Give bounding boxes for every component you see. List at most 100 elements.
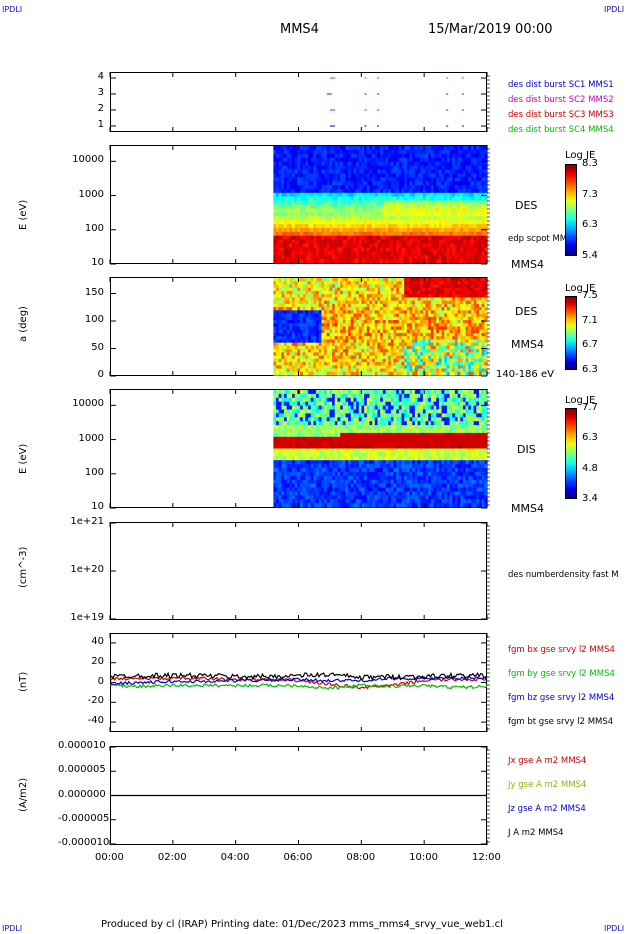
des-pitch-cell xyxy=(326,320,331,324)
dis-energy-cell xyxy=(278,393,282,399)
des-pitch-cell xyxy=(420,310,424,315)
des-pitch-cell xyxy=(449,326,453,331)
des-energy-cell xyxy=(470,165,475,170)
des-energy-cell xyxy=(468,177,472,182)
des-energy-cell xyxy=(294,181,298,186)
des-pitch-cell xyxy=(324,320,328,324)
des-energy-cell xyxy=(342,227,347,233)
des-pitch-cell xyxy=(286,329,290,334)
des-energy-cell xyxy=(374,185,379,190)
des-pitch-cell xyxy=(276,287,280,292)
des-pitch-cell xyxy=(366,297,371,302)
des-energy-cell xyxy=(476,227,480,233)
des-energy-cell xyxy=(358,247,363,252)
des-pitch-cell xyxy=(372,352,376,357)
des-pitch-cell xyxy=(364,323,368,328)
des-energy-cell xyxy=(417,173,421,178)
des-energy-cell xyxy=(388,181,392,186)
des-energy-cell xyxy=(313,212,317,217)
des-energy-cell xyxy=(433,227,437,233)
des-energy-cell xyxy=(372,185,376,190)
des-pitch-cell xyxy=(316,281,320,286)
des-pitch-cell xyxy=(353,307,357,311)
des-pitch-cell xyxy=(425,320,429,324)
des-energy-cell xyxy=(401,220,405,225)
des-pitch-cell xyxy=(366,313,371,318)
des-energy-cell xyxy=(276,146,280,151)
des-pitch-cell xyxy=(473,278,477,282)
des-energy-cell xyxy=(284,231,288,237)
des-pitch-cell xyxy=(326,358,331,363)
des-pitch-cell xyxy=(412,290,416,295)
des-energy-cell xyxy=(308,188,312,194)
des-pitch-cell xyxy=(273,339,277,344)
des-energy-cell xyxy=(390,204,395,209)
des-energy-cell xyxy=(292,212,296,217)
des-pitch-cell xyxy=(353,326,357,331)
des-pitch-cell xyxy=(481,307,485,311)
des-energy-cell xyxy=(374,188,379,194)
des-pitch-cell xyxy=(398,284,403,289)
des-energy-cell xyxy=(353,235,357,241)
des-energy-cell xyxy=(396,216,400,221)
des-pitch-cell xyxy=(340,352,344,357)
des-energy-cell xyxy=(409,255,413,260)
des-energy-cell xyxy=(460,259,464,264)
des-energy-cell xyxy=(294,227,298,233)
des-energy-cell xyxy=(377,220,381,225)
des-pitch-cell xyxy=(308,297,312,302)
des-energy-cell xyxy=(398,231,403,237)
des-pitch-cell xyxy=(358,362,363,366)
des-pitch-cell xyxy=(332,365,336,370)
des-energy-cell xyxy=(388,200,392,206)
des-pitch-cell xyxy=(286,320,290,324)
des-pitch-cell xyxy=(324,342,328,347)
des-pitch-cell xyxy=(409,320,413,324)
des-pitch-cell xyxy=(321,300,325,305)
des-energy-cell xyxy=(484,235,488,241)
des-pitch-cell xyxy=(396,345,400,350)
des-pitch-cell xyxy=(305,294,309,298)
des-pitch-cell xyxy=(406,339,411,344)
des-energy-cell xyxy=(409,177,413,182)
bfield-legend-entry: fgm bz gse srvy l2 MMS4 xyxy=(508,693,615,703)
des-pitch-cell xyxy=(396,294,400,298)
des-pitch-cell xyxy=(310,342,315,347)
des-energy-cell xyxy=(454,196,459,202)
des-pitch-cell xyxy=(380,300,384,305)
des-energy-cell xyxy=(310,185,315,190)
des-pitch-cell xyxy=(369,371,373,376)
des-pitch-cell xyxy=(276,313,280,318)
des-energy-cell xyxy=(452,153,456,159)
des-pitch-cell xyxy=(390,323,395,328)
des-energy-cell xyxy=(476,146,480,151)
des-pitch-cell xyxy=(297,281,301,286)
des-energy-cell xyxy=(438,173,443,178)
des-pitch-cell xyxy=(441,326,445,331)
des-pitch-cell xyxy=(276,278,280,282)
des-energy-cell xyxy=(300,157,304,163)
des-energy-cell xyxy=(481,188,485,194)
des-energy-cell xyxy=(430,227,435,233)
des-energy-cell xyxy=(454,165,459,170)
des-energy-cell xyxy=(284,188,288,194)
des-energy-cell xyxy=(308,153,312,159)
des-pitch-cell xyxy=(457,316,461,321)
des-pitch-cell xyxy=(404,362,408,366)
des-pitch-cell xyxy=(334,310,339,315)
des-energy-cell xyxy=(278,216,282,221)
des-pitch-cell xyxy=(460,371,464,376)
des-energy-cell xyxy=(334,220,339,225)
des-pitch-cell xyxy=(468,371,472,376)
des-energy-cell xyxy=(380,192,384,198)
des-energy-cell xyxy=(313,247,317,252)
des-pitch-cell xyxy=(289,345,293,350)
des-energy-cell xyxy=(420,181,424,186)
des-energy-cell xyxy=(449,220,453,225)
des-energy-cell xyxy=(329,247,333,252)
des-pitch-cell xyxy=(478,336,483,341)
des-energy-cell xyxy=(292,235,296,241)
des-energy-cell xyxy=(449,146,453,151)
des-pitch-cell xyxy=(398,368,403,373)
des-pitch-cell xyxy=(358,326,363,331)
